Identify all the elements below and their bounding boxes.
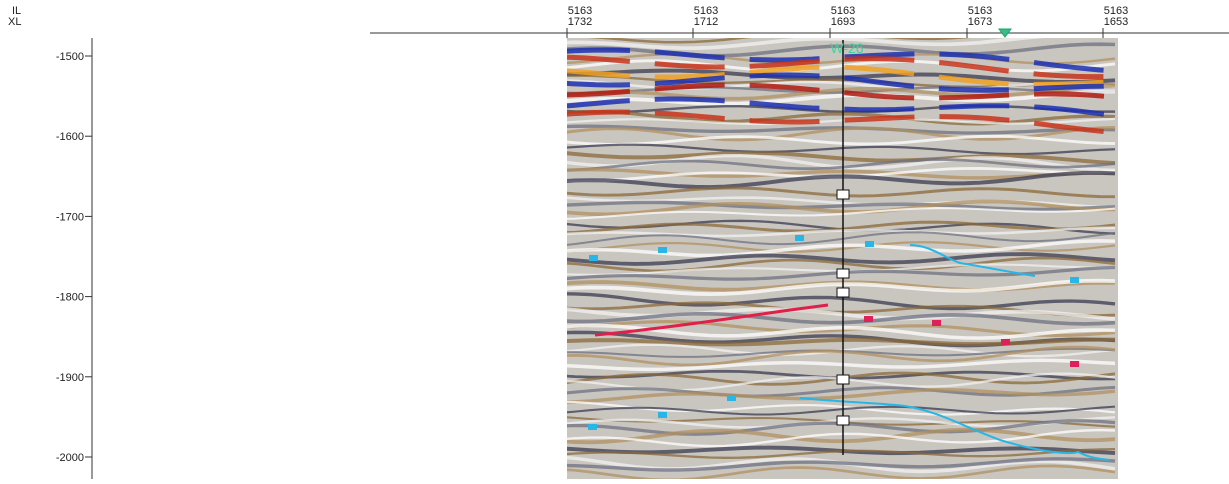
y-tick-label: -1600 (56, 131, 84, 143)
reflection (567, 428, 1116, 448)
reflection (567, 85, 1116, 95)
reflection (567, 457, 1116, 472)
x-tick-il: 5163 (968, 5, 992, 17)
y-tick-label: -1900 (56, 372, 84, 384)
reflection (567, 104, 1115, 114)
reflection (567, 464, 1116, 479)
well-top (836, 287, 850, 298)
reflection (567, 167, 1116, 180)
reflection (567, 231, 1116, 246)
reflection (567, 53, 1116, 65)
reflection (567, 239, 1116, 258)
reflection (567, 400, 1116, 416)
seismic-reflections (567, 38, 1118, 479)
x-tick-xl: 1732 (568, 16, 592, 28)
reflection (567, 200, 1116, 212)
marker-triangle (998, 28, 1012, 38)
x-tick-il: 5163 (1104, 5, 1128, 17)
x-tick-xl: 1693 (831, 16, 855, 28)
horizon-cyan-upper (909, 244, 1036, 277)
pick (1001, 339, 1010, 345)
reflection (567, 124, 1116, 135)
reflection (567, 68, 1116, 84)
well-top (836, 415, 850, 426)
reflection (567, 337, 1115, 347)
reflection (567, 89, 1116, 106)
reflection (567, 241, 1116, 253)
reflection (567, 143, 1116, 156)
reflection (567, 405, 1116, 416)
reflection (567, 388, 1116, 404)
reflection (567, 42, 1116, 58)
pick (795, 235, 804, 241)
reflection (567, 199, 1115, 217)
well-top (836, 374, 850, 385)
well-tops (836, 189, 850, 426)
reflection (567, 427, 1116, 445)
y-tick-label: -1700 (56, 211, 84, 223)
pick (932, 320, 941, 326)
xl-label: XL (8, 16, 21, 28)
reflection (567, 358, 1116, 372)
reflection (567, 38, 1115, 50)
reflection (567, 207, 1116, 220)
reflection (567, 226, 1116, 238)
reflection (567, 278, 1116, 296)
pick (865, 241, 874, 247)
reflection (567, 170, 1116, 190)
y-tick-label: -2000 (56, 452, 84, 464)
reflection (567, 109, 1116, 126)
pick (1070, 277, 1079, 283)
pick (1070, 361, 1079, 367)
x-tick-xl: 1653 (1104, 16, 1128, 28)
x-tick-xl: 1673 (968, 16, 992, 28)
pick (864, 316, 873, 322)
reflection (567, 79, 1116, 92)
x-tick-il: 5163 (694, 5, 718, 17)
x-tick-xl: 1712 (694, 16, 718, 28)
pick (589, 255, 598, 261)
reflection (567, 117, 1116, 126)
horizon-red (594, 303, 829, 337)
reflection (567, 150, 1116, 166)
il-label: IL (12, 5, 21, 17)
horizon-cyan-lower (799, 397, 1111, 461)
reflection (567, 59, 1116, 73)
x-tick-il: 5163 (568, 5, 592, 17)
reflection (567, 292, 1116, 311)
reflection (567, 83, 1116, 101)
pick-markers (588, 235, 1079, 430)
reflection (567, 345, 1116, 367)
pick (727, 395, 736, 401)
reflection (567, 134, 1116, 146)
y-tick-label: -1500 (56, 51, 84, 63)
reflection (567, 252, 1116, 266)
x-tick-il: 5163 (831, 5, 855, 17)
pick (658, 412, 667, 418)
pick (658, 247, 667, 253)
well-name: W-26 (830, 40, 863, 56)
well-top (836, 189, 850, 200)
reflection (567, 311, 1116, 326)
reflection (567, 256, 1116, 273)
reflection (567, 158, 1116, 172)
reflection (567, 448, 1116, 459)
y-tick-label: -1800 (56, 292, 84, 304)
well-top (836, 268, 850, 279)
pick (588, 424, 597, 430)
reflection (586, 38, 971, 44)
